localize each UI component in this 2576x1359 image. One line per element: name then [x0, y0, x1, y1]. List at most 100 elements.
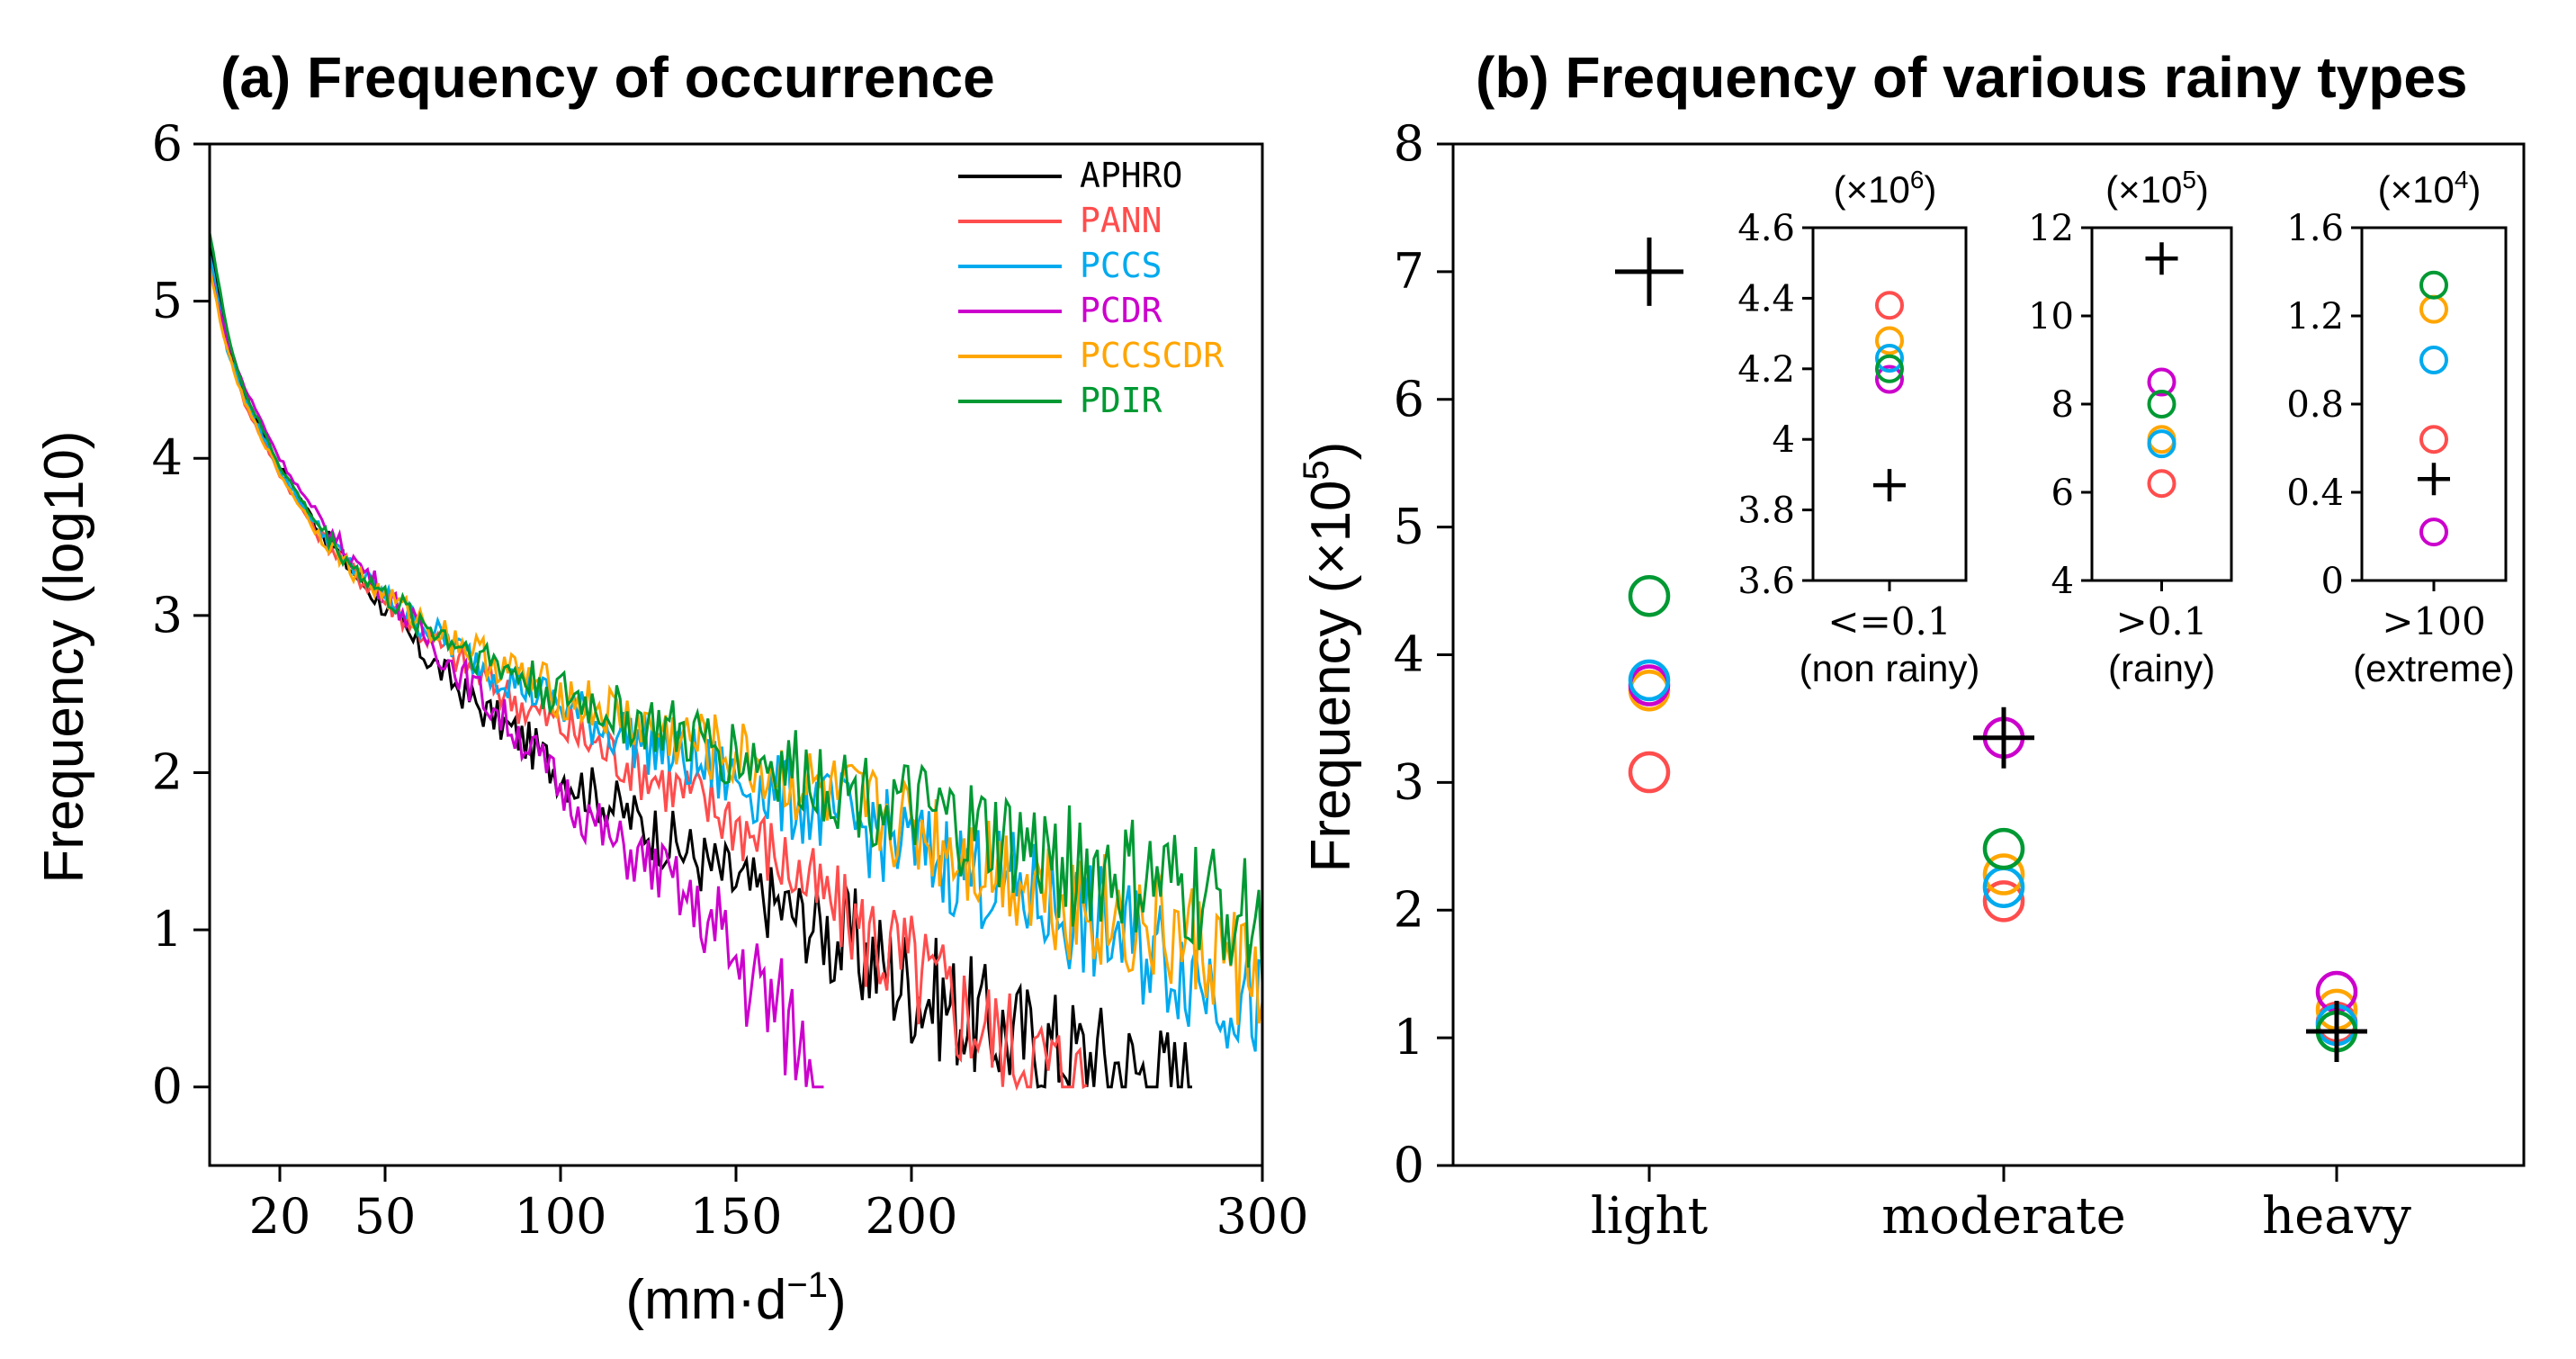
inset-marker-pdir: [1875, 354, 1904, 383]
inset-ytick-label: 0.8: [2286, 384, 2344, 426]
panel-a-ytick-label: 4: [152, 429, 183, 486]
inset-2: 4 6 8 10 12 (×105) >0.1(rainy): [2028, 166, 2233, 689]
panel-b-category-light: light: [1591, 1187, 1709, 1246]
inset-ytick-label: 6: [2051, 472, 2074, 514]
panel-a-xtick-label: 20: [249, 1188, 311, 1245]
inset-ytick-label: 10: [2028, 296, 2074, 338]
panel-a-ytick-label: 1: [152, 901, 183, 958]
inset-marker-pcdr: [2419, 518, 2448, 547]
panel-a-ylabel: Frequency (log10): [33, 430, 95, 883]
inset-category-desc: (non rainy): [1800, 647, 1980, 689]
legend-label-pccscdr: PCCSCDR: [1080, 336, 1224, 375]
panel-a-lines: [210, 232, 1262, 1092]
marker-aphro-light: [1615, 237, 1683, 306]
marker-aphro-moderate: [1973, 706, 2034, 769]
inset-ytick-label: 4.6: [1737, 208, 1795, 249]
panel-a-ytick-label: 5: [152, 273, 183, 329]
inset-category-desc: (rainy): [2108, 647, 2215, 689]
panel-b-ytick-label: 8: [1394, 115, 1424, 172]
legend-label-pcdr: PCDR: [1080, 291, 1162, 330]
panel-a-xtick-label: 150: [689, 1188, 782, 1245]
panel-a-ticks: 0 1 2 3 4 5 6 20 50 100 150 200 300: [152, 115, 1309, 1245]
inset-marker-pann: [1875, 291, 1904, 320]
inset-ytick-label: 1.6: [2286, 208, 2344, 249]
inset-marker-pccs: [2419, 346, 2448, 374]
legend-label-pdir: PDIR: [1080, 381, 1162, 420]
panel-a-xtick-label: 100: [514, 1188, 606, 1245]
inset-scale-label: (×104): [2378, 166, 2482, 211]
panel-a-legend: APHRO PANN PCCS PCDR PCCSCDR PDIR: [958, 156, 1224, 420]
panel-b-insets: 3.6 3.8 4 4.2 4.4 4.6 (×106) <=0.1(non rainy) 4 6…: [1737, 166, 2514, 689]
marker-pdir-moderate: [1982, 827, 2025, 870]
inset-frame: [1811, 226, 1968, 582]
marker-pccscdr-moderate: [1982, 853, 2025, 896]
marker-aphro-heavy: [2306, 1001, 2367, 1063]
panel-b-category-heavy: heavy: [2262, 1187, 2411, 1246]
inset-3: 0 0.4 0.8 1.2 1.6 (×104) >100(extreme): [2286, 166, 2514, 689]
panel-b-ytick-label: 6: [1394, 371, 1424, 428]
inset-category-label: <=0.1: [1827, 599, 1951, 644]
inset-frame: [2090, 226, 2233, 582]
inset-marker-pccs: [1875, 344, 1904, 374]
panel-a-ytick-label: 2: [152, 743, 183, 800]
inset-marker-pann: [2419, 425, 2448, 454]
inset-ytick-label: 1.2: [2286, 296, 2344, 338]
inset-frame: [2360, 226, 2508, 582]
inset-marker-aphro: [2145, 242, 2178, 275]
inset-marker-pcdr: [1875, 364, 1904, 394]
panel-b-markers: [1615, 237, 2367, 1063]
marker-pccs-light: [1628, 659, 1671, 702]
panel-a-xlabel: (mm·d−1): [625, 1265, 846, 1331]
inset-ytick-label: 0: [2321, 561, 2344, 602]
legend-label-pccs: PCCS: [1080, 246, 1162, 285]
inset-marker-aphro: [2418, 463, 2450, 496]
panel-a-xtick-label: 200: [865, 1188, 957, 1245]
inset-ytick-label: 12: [2028, 208, 2074, 249]
inset-ytick-label: 3.6: [1737, 561, 1795, 602]
inset-marker-aphro: [1873, 469, 1906, 502]
inset-marker-pann: [2147, 469, 2177, 499]
marker-pann-light: [1628, 751, 1671, 794]
inset-ytick-label: 4: [1773, 419, 1795, 461]
inset-ytick-label: 8: [2051, 384, 2074, 426]
panel-a-ytick-label: 0: [152, 1058, 183, 1115]
marker-pdir-light: [1628, 574, 1671, 617]
inset-scale-label: (×105): [2105, 166, 2209, 211]
series-line-pcdr: [210, 268, 824, 1089]
panel-b-ylabel: Frequency (×105): [1297, 442, 1362, 873]
inset-category-desc: (extreme): [2353, 647, 2515, 689]
inset-ytick-label: 4.2: [1737, 349, 1795, 391]
inset-marker-pccscdr: [1875, 326, 1904, 356]
panel-b-title: (b) Frequency of various rainy types: [1476, 45, 2468, 110]
panel-a-ytick-label: 6: [152, 115, 183, 172]
inset-marker-pccs: [2147, 429, 2177, 459]
panel-b-ytick-label: 0: [1394, 1137, 1424, 1193]
legend-label-pann: PANN: [1080, 201, 1162, 240]
panel-a-xtick-label: 300: [1216, 1188, 1308, 1245]
panel-b-ytick-label: 2: [1394, 881, 1424, 938]
inset-ytick-label: 0.4: [2286, 472, 2344, 514]
panel-b: (b) Frequency of various rainy types 012…: [1297, 45, 2526, 1246]
series-line-pdir: [210, 232, 1262, 984]
panel-b-ytick-label: 5: [1394, 499, 1424, 555]
inset-1: 3.6 3.8 4 4.2 4.4 4.6 (×106) <=0.1(non rainy): [1737, 166, 1979, 689]
series-line-aphro: [210, 243, 1192, 1089]
inset-marker-pcdr: [2147, 367, 2177, 397]
panel-a-ytick-label: 3: [152, 587, 183, 644]
inset-ytick-label: 4: [2051, 561, 2074, 602]
inset-ytick-label: 4.4: [1737, 278, 1795, 320]
panel-a-xtick-label: 50: [355, 1188, 417, 1245]
marker-pann-moderate: [1982, 880, 2025, 922]
panel-b-ytick-label: 1: [1394, 1009, 1424, 1066]
inset-category-label: >0.1: [2116, 599, 2208, 644]
panel-a: (a) Frequency of occurrence 0 1 2 3 4 5 6 20 50 1…: [33, 45, 1309, 1331]
panel-b-ytick-label: 7: [1394, 243, 1424, 300]
inset-category-label: >100: [2382, 599, 2485, 644]
series-line-pann: [210, 264, 1088, 1092]
panel-b-ytick-label: 4: [1394, 626, 1424, 683]
panel-b-ytick-label: 3: [1394, 753, 1424, 810]
inset-marker-pdir: [2147, 390, 2177, 418]
inset-scale-label: (×106): [1834, 166, 1937, 211]
inset-marker-pdir: [2419, 270, 2448, 300]
